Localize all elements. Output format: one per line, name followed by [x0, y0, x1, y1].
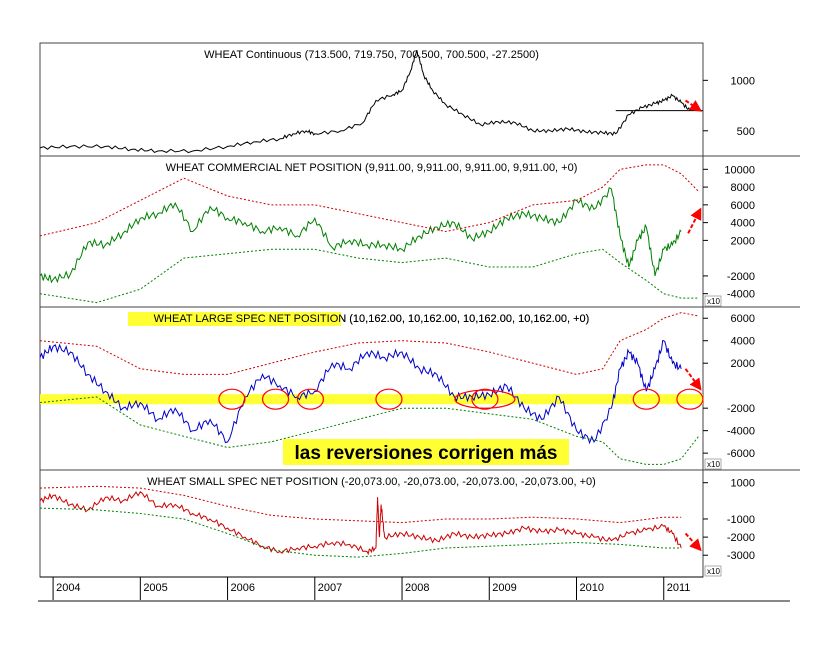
annotation-box	[283, 439, 569, 465]
reversal-circle	[218, 388, 246, 410]
series-upper-line	[39, 164, 699, 237]
y-tick-label: 6000	[731, 313, 755, 325]
y-tick-label: 1000	[731, 75, 755, 87]
y-tick-label: -4000	[727, 289, 755, 301]
y-tick-label: 6000	[731, 200, 755, 212]
series-price-line	[39, 49, 691, 154]
x-tick-label: 2009	[492, 582, 516, 594]
panel-title: WHEAT COMMERCIAL NET POSITION (9,911.00,…	[166, 162, 578, 174]
y-tick-label: 4000	[731, 336, 755, 348]
multiplier-box	[704, 565, 722, 577]
y-multiplier-label: x10	[707, 297, 720, 306]
y-multiplier-label: x10	[707, 567, 720, 576]
series-main-line	[39, 491, 682, 556]
x-tick-label: 2010	[580, 582, 604, 594]
y-tick-label: -4000	[727, 426, 755, 438]
x-tick-label: 2011	[667, 582, 691, 594]
series-upper-line	[39, 312, 699, 375]
trend-arrow	[687, 207, 702, 234]
y-tick-label: -2000	[727, 403, 755, 415]
multiplier-box	[704, 458, 722, 470]
y-tick-label: -3000	[727, 550, 755, 562]
highlight-band	[40, 394, 703, 405]
series-lower-line	[39, 396, 699, 465]
series-main-line	[39, 186, 682, 284]
plot-frame	[39, 42, 704, 578]
trend-arrow	[684, 532, 702, 552]
y-tick-label: -6000	[727, 448, 755, 460]
reversal-circle	[261, 388, 290, 410]
y-tick-label: -2000	[727, 532, 755, 544]
reversal-circle	[632, 388, 660, 410]
y-tick-label: -2000	[727, 271, 755, 283]
reversal-circle	[296, 388, 325, 410]
reversal-circle	[375, 388, 403, 410]
y-tick-label: 500	[737, 126, 755, 138]
series-lower-line	[39, 507, 682, 558]
y-tick-label: 2000	[731, 358, 755, 370]
reversal-circle	[471, 388, 499, 410]
reversal-ellipse	[454, 389, 516, 409]
panel-title: WHEAT Continuous (713.500, 719.750, 700.…	[204, 49, 539, 61]
x-tick-label: 2006	[231, 582, 255, 594]
y-tick-label: 2000	[731, 235, 755, 247]
panel-title-large-spec: WHEAT LARGE SPEC NET POSITION (10,162.00…	[154, 313, 590, 325]
annotation-text: las reversiones corrigen más	[295, 443, 558, 464]
y-multiplier-label: x10	[707, 460, 720, 469]
x-tick-label: 2004	[56, 582, 80, 594]
y-tick-label: -1000	[727, 514, 755, 526]
trend-arrow	[684, 368, 702, 391]
multiplier-box	[704, 295, 722, 307]
trend-arrow	[684, 99, 703, 112]
x-tick-label: 2008	[405, 582, 429, 594]
series-upper-line	[39, 485, 682, 524]
title-highlight	[128, 312, 341, 326]
panel-title: WHEAT SMALL SPEC NET POSITION (-20,073.0…	[147, 476, 596, 488]
y-tick-label: 8000	[731, 182, 755, 194]
x-tick-label: 2007	[318, 582, 342, 594]
series-lower-line	[39, 248, 699, 304]
y-tick-label: 4000	[731, 218, 755, 230]
y-tick-label: 10000	[724, 164, 755, 176]
x-tick-label: 2005	[143, 582, 167, 594]
series-main-line	[39, 340, 682, 445]
y-tick-label: 1000	[731, 478, 755, 490]
